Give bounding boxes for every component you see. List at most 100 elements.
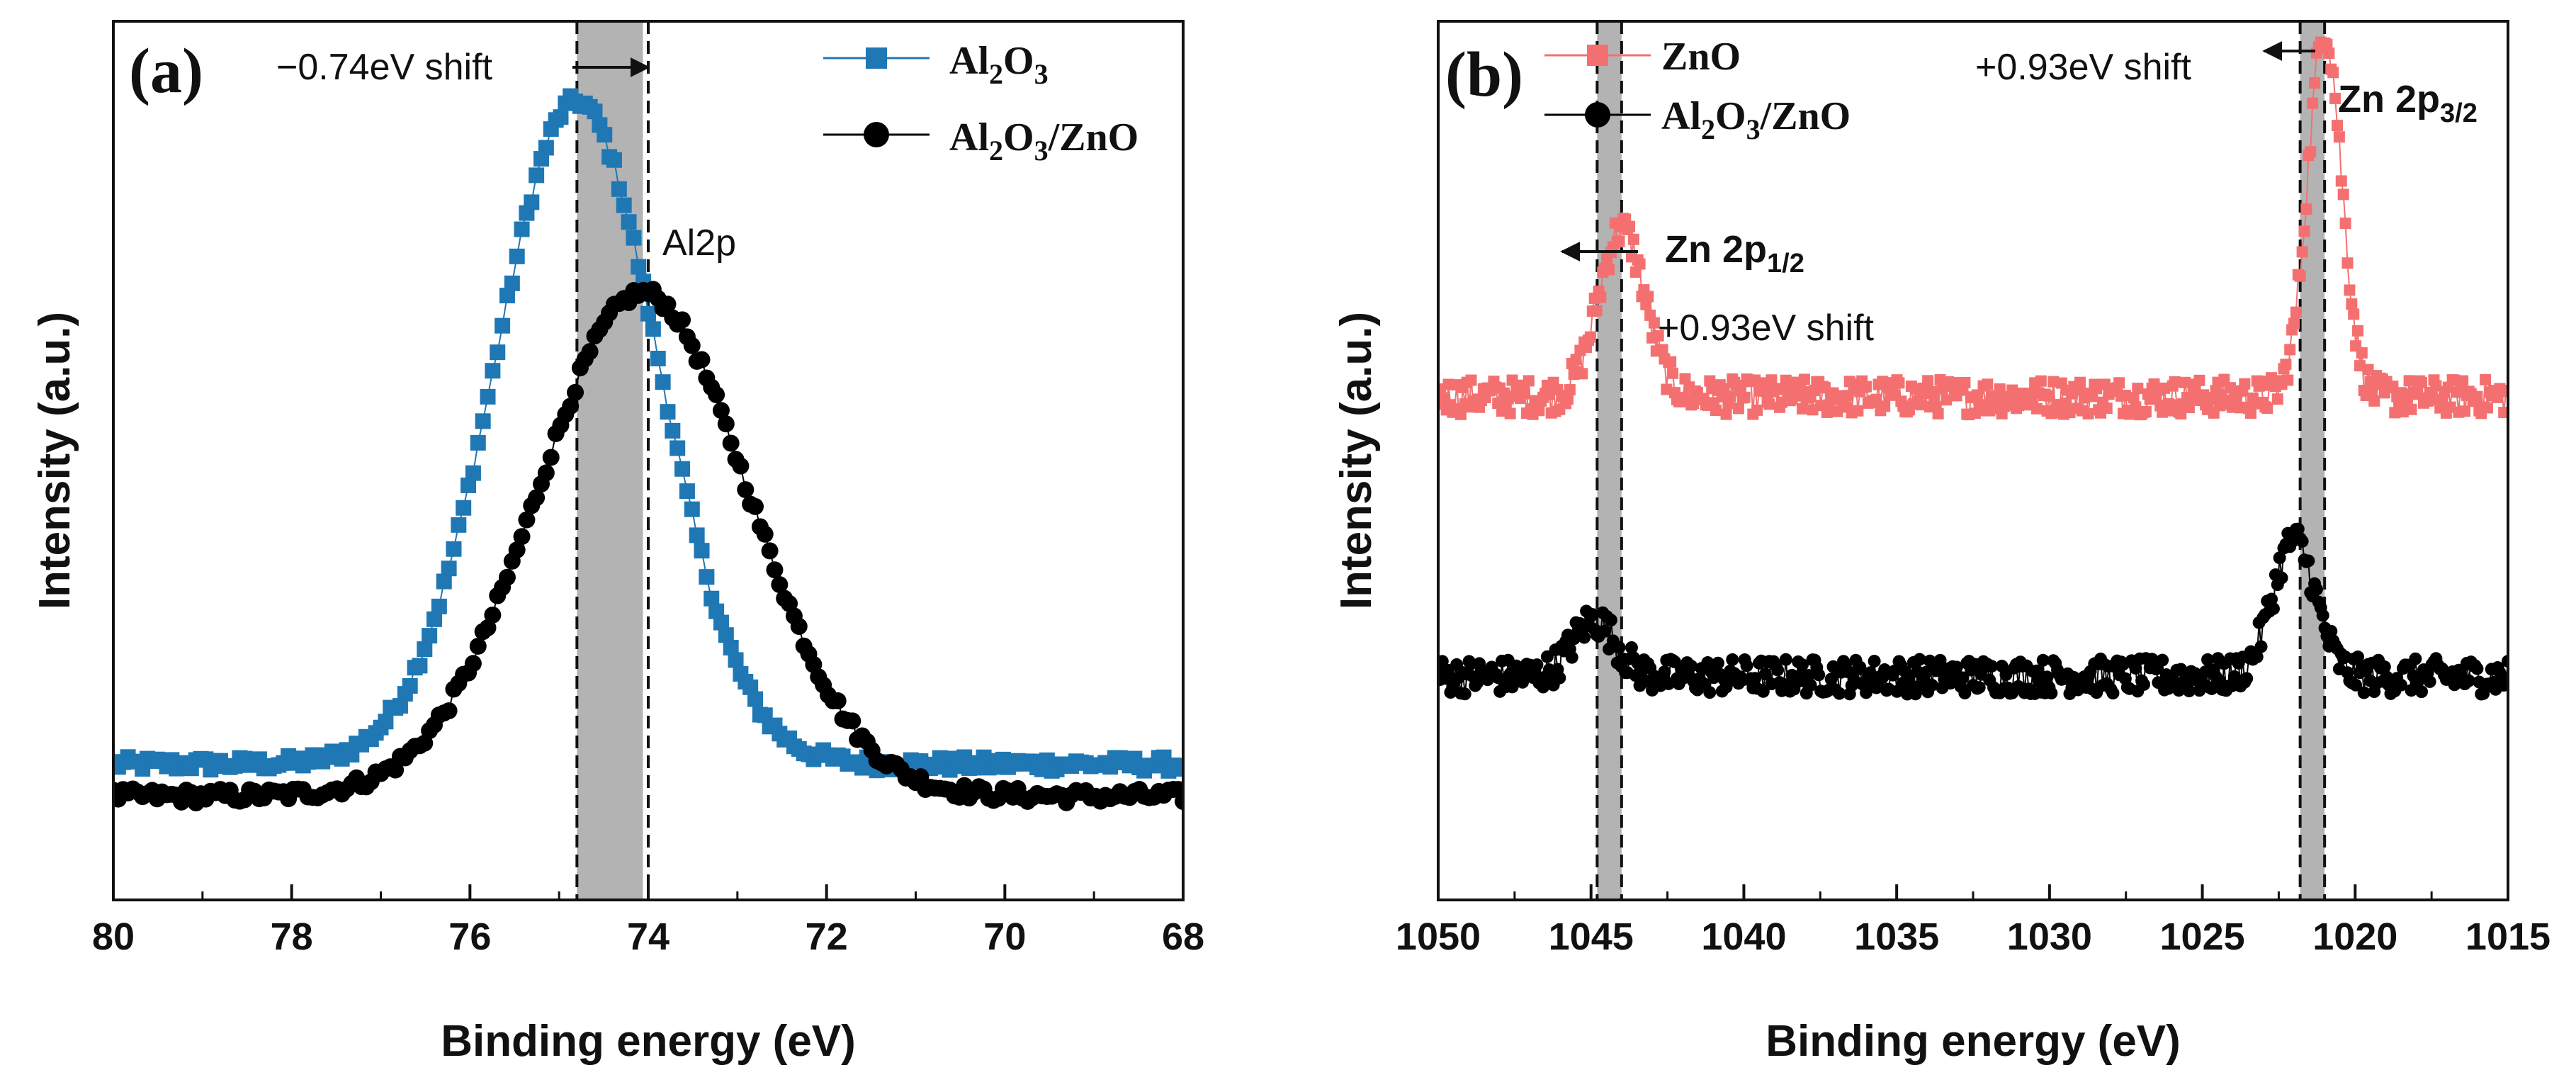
data-point-al2o3 (699, 569, 715, 585)
data-point-zno (2271, 393, 2283, 405)
legend-text: /ZnO (1760, 94, 1851, 138)
data-point-zno (2261, 402, 2273, 415)
data-point-zno (2031, 402, 2043, 415)
x-tick-label: 80 (92, 916, 135, 958)
data-point-al2o3 (670, 440, 686, 456)
data-point-al2o3_zno (1933, 653, 1947, 667)
data-point-al2o3_zno (1853, 660, 1867, 674)
legend-sub: 3 (1034, 135, 1049, 167)
data-point-zno (2352, 325, 2364, 337)
data-point-zno (1533, 405, 1545, 417)
data-point-al2o3 (640, 305, 656, 322)
data-point-al2o3_zno (2316, 609, 2329, 622)
data-point-al2o3 (402, 677, 418, 694)
data-point-al2o3 (465, 465, 481, 481)
data-point-al2o3 (509, 248, 525, 264)
data-point-al2o3_zno (2106, 687, 2120, 700)
data-point-zno (1928, 391, 1940, 403)
data-point-zno (2101, 402, 2113, 415)
data-point-zno (1648, 317, 1660, 329)
data-point-al2o3_zno (1740, 659, 1753, 672)
data-point-zno (2459, 405, 2471, 417)
data-point-al2o3_zno (1833, 687, 1846, 700)
data-point-zno (1523, 375, 1535, 387)
data-point-zno (1595, 291, 1607, 303)
data-point-zno (1763, 398, 1775, 410)
data-point-zno (1766, 374, 1778, 386)
data-point-al2o3_zno (2295, 534, 2309, 548)
x-axis-label: Binding energy (eV) (1766, 1017, 2181, 1066)
x-tick-label: 1045 (1549, 916, 1634, 958)
data-point-al2o3_zno (581, 343, 599, 361)
data-point-al2o3_zno (1756, 685, 1770, 698)
data-point-zno (1656, 344, 1668, 356)
legend-text: O (1003, 39, 1034, 83)
data-point-zno (2346, 298, 2358, 310)
panel-label: (b) (1445, 40, 1523, 110)
data-point-al2o3 (514, 221, 530, 237)
data-point-al2o3_zno (2378, 660, 2391, 674)
data-point-zno (2043, 390, 2055, 402)
data-point-zno (1720, 408, 1732, 420)
data-point-al2o3 (626, 230, 642, 246)
data-point-zno (2498, 407, 2508, 419)
data-point-al2o3 (441, 561, 457, 577)
svg-text:Al2O3/ZnO: Al2O3/ZnO (949, 116, 1139, 167)
shift-annotation-mid: +0.93eV shift (1658, 308, 1875, 349)
data-point-al2o3_zno (2357, 686, 2371, 699)
legend-text: O (1003, 116, 1034, 159)
data-point-al2o3_zno (2254, 640, 2268, 653)
data-point-al2o3_zno (2205, 682, 2218, 695)
data-point-al2o3 (704, 590, 720, 607)
data-point-zno (1561, 393, 1574, 405)
legend-text: /ZnO (1048, 116, 1139, 159)
data-point-al2o3_zno (2240, 672, 2254, 685)
x-axis-label: Binding energy (eV) (441, 1017, 856, 1066)
data-point-al2o3_zno (1458, 687, 1471, 701)
x-tick-label: 1030 (2007, 916, 2092, 958)
data-point-al2o3_zno (2182, 685, 2196, 698)
data-point-al2o3 (529, 167, 545, 184)
data-point-al2o3_zno (2156, 653, 2169, 667)
data-point-al2o3_zno (1795, 658, 1809, 672)
data-point-al2o3_zno (2273, 551, 2286, 565)
data-point-al2o3 (606, 152, 622, 168)
data-point-zno (2245, 407, 2257, 419)
data-point-al2o3_zno (717, 415, 735, 433)
data-point-zno (2321, 38, 2333, 50)
data-point-zno (2327, 67, 2339, 79)
data-point-al2o3 (392, 698, 408, 714)
legend: Al2O3 Al2O3/ZnO (823, 39, 1139, 167)
data-point-al2o3_zno (712, 402, 730, 419)
data-point-al2o3_zno (1950, 660, 1963, 674)
legend-marker-square (1587, 45, 1608, 66)
data-point-zno (2457, 375, 2469, 387)
x-tick-label: 1020 (2312, 916, 2397, 958)
legend-sub: 2 (1701, 113, 1715, 145)
data-point-zno (1564, 384, 1576, 396)
x-tick-label: 74 (627, 916, 670, 958)
data-point-al2o3_zno (2030, 664, 2044, 677)
data-point-zno (1576, 368, 1588, 380)
data-point-al2o3_zno (1771, 663, 1785, 677)
data-point-al2o3 (495, 317, 511, 334)
data-point-al2o3 (417, 641, 433, 658)
data-point-al2o3_zno (2351, 650, 2365, 664)
data-point-al2o3 (645, 321, 661, 337)
data-point-al2o3_zno (1711, 656, 1724, 670)
series-layer (1438, 36, 2508, 701)
data-point-zno (2335, 175, 2347, 187)
data-point-zno (2280, 359, 2292, 371)
data-point-al2o3_zno (1612, 641, 1626, 654)
data-point-zno (2179, 376, 2191, 388)
data-point-zno (1932, 407, 1944, 419)
data-point-zno (1893, 377, 1905, 389)
data-point-al2o3_zno (693, 351, 711, 368)
data-point-zno (2329, 92, 2341, 104)
data-point-al2o3 (1175, 761, 1183, 777)
data-point-al2o3_zno (683, 337, 701, 354)
data-point-zno (2307, 97, 2319, 109)
data-point-al2o3_zno (2040, 670, 2054, 684)
data-point-zno (2296, 246, 2308, 258)
data-point-al2o3_zno (562, 398, 580, 415)
